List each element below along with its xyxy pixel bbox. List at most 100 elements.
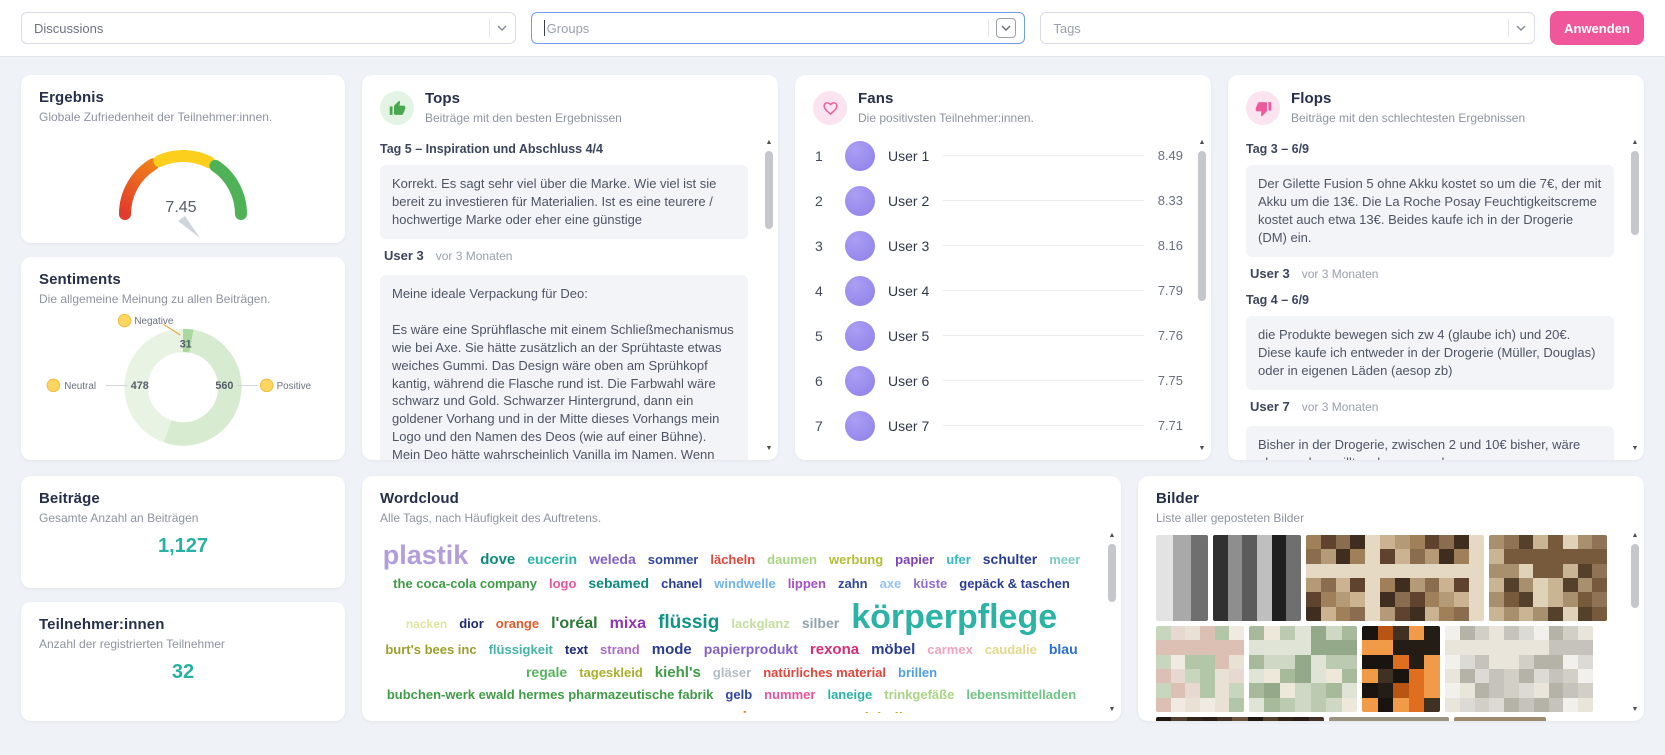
wordcloud-tag[interactable]: lebensmittelladen [966, 686, 1077, 702]
image-thumbnail[interactable] [1156, 717, 1324, 721]
wordcloud-tag[interactable]: freizeit [1033, 712, 1075, 713]
wordcloud-tag[interactable]: gelb [725, 686, 753, 702]
image-thumbnail[interactable] [1249, 626, 1357, 712]
wordcloud-tag[interactable]: augenbraue [614, 710, 693, 713]
scroll-up-icon[interactable]: ▲ [1108, 532, 1116, 539]
wordcloud-tag[interactable]: zahn [837, 576, 868, 592]
fan-row[interactable]: 6 User 6 7.75 [815, 358, 1183, 403]
image-thumbnail[interactable] [1329, 717, 1449, 721]
scroll-down-icon[interactable]: ▼ [1198, 445, 1206, 452]
image-thumbnail[interactable] [1454, 717, 1546, 721]
wordcloud-tag[interactable]: küste [913, 576, 948, 592]
wordcloud-tag[interactable]: the coca-cola company [393, 576, 537, 592]
wordcloud-tag[interactable]: labello [865, 710, 913, 713]
wordcloud-tag[interactable]: laneige [827, 686, 873, 702]
wordcloud-tag[interactable]: eucerin [527, 551, 578, 567]
scrollbar[interactable]: ▲ ▼ [1196, 137, 1208, 455]
wordcloud-tag[interactable]: gepäck & taschen [959, 576, 1070, 592]
image-thumbnail[interactable] [1489, 535, 1607, 621]
scrollbar[interactable]: ▲ ▼ [1629, 137, 1641, 455]
wordcloud-tag[interactable]: orange [495, 615, 540, 631]
apply-button[interactable]: Anwenden [1550, 11, 1645, 45]
wordcloud-tag[interactable]: tageskleid [579, 664, 643, 680]
wordcloud-tag[interactable]: werbung [829, 552, 884, 567]
scroll-down-icon[interactable]: ▼ [1631, 445, 1639, 452]
chevron-down-icon[interactable] [1516, 25, 1526, 31]
wordcloud-tag[interactable]: l'oréal [551, 614, 598, 632]
post-author[interactable]: User 7 [1250, 398, 1290, 414]
image-thumbnail[interactable] [1156, 626, 1244, 712]
wordcloud-tag[interactable]: axe [879, 576, 902, 592]
post-author[interactable]: User 3 [1250, 265, 1290, 281]
wordcloud-tag[interactable]: meer [1049, 552, 1081, 567]
wordcloud-tag[interactable]: garnier [706, 708, 764, 713]
wordcloud-tag[interactable]: papierprodukt [703, 640, 798, 657]
wordcloud-tag[interactable]: weiß [990, 710, 1021, 713]
wordcloud-tag[interactable]: gläser [712, 664, 752, 680]
tags-filter[interactable]: Tags [1040, 12, 1536, 44]
wordcloud-tag[interactable]: daumen [767, 552, 817, 567]
wordcloud-tag[interactable]: strand [600, 641, 640, 657]
wordcloud-tag[interactable]: blau [1048, 640, 1078, 657]
wordcloud-tag[interactable]: silber [801, 614, 840, 631]
wordcloud-tag[interactable]: dior [459, 615, 484, 631]
scrollbar-thumb[interactable] [1198, 151, 1206, 301]
wordcloud-tag[interactable]: mode [651, 640, 692, 658]
wordcloud-tag[interactable]: brillen [898, 664, 938, 680]
wordcloud-tag[interactable]: chanel [661, 576, 703, 592]
scroll-down-icon[interactable]: ▼ [1631, 706, 1639, 713]
wordcloud-tag[interactable]: möbel [871, 640, 916, 658]
wordcloud-tag[interactable]: flüssigkeit [488, 641, 553, 657]
image-thumbnail[interactable] [1213, 535, 1301, 621]
scroll-down-icon[interactable]: ▼ [765, 445, 773, 452]
wordcloud-tag[interactable]: mobiltelefon [775, 712, 852, 713]
fan-row[interactable]: 5 User 5 7.76 [815, 313, 1183, 358]
image-thumbnail[interactable] [1156, 535, 1208, 621]
scrollbar-thumb[interactable] [1631, 544, 1639, 608]
wordcloud-tag[interactable]: text [564, 641, 589, 657]
wordcloud-tag[interactable]: technologie [524, 710, 603, 713]
scrollbar-thumb[interactable] [1631, 151, 1639, 235]
scroll-up-icon[interactable]: ▲ [1631, 532, 1639, 539]
wordcloud-tag[interactable]: lackglanz [731, 615, 790, 631]
wordcloud-tag[interactable]: ufer [946, 552, 971, 567]
wordcloud-tag[interactable]: natürliches material [763, 664, 887, 680]
discussions-filter[interactable]: Discussions [21, 12, 516, 44]
image-grid[interactable] [1138, 525, 1644, 721]
fan-row[interactable]: 7 User 7 7.71 [815, 403, 1183, 448]
wordcloud-tag[interactable]: caudalie [984, 641, 1037, 657]
wordcloud-tag[interactable]: weleda [589, 551, 636, 567]
wordcloud-tag[interactable]: dove [480, 551, 516, 568]
wordcloud-tag[interactable]: vaseline [457, 710, 512, 713]
image-thumbnail[interactable] [1306, 535, 1484, 621]
wordcloud-tag[interactable]: nummer [764, 686, 816, 702]
wordcloud-tag[interactable]: regale [525, 663, 568, 680]
wordcloud-tag[interactable]: nacken [405, 616, 448, 631]
wordcloud-tag[interactable]: trinkgefäße [884, 686, 955, 702]
scrollbar[interactable]: ▲ ▼ [1106, 530, 1118, 716]
wordcloud-tag[interactable]: körperpflege [851, 597, 1058, 636]
scrollbar-thumb[interactable] [1108, 544, 1116, 602]
image-thumbnail[interactable] [1362, 626, 1440, 712]
scroll-down-icon[interactable]: ▼ [1108, 706, 1116, 713]
wordcloud-tag[interactable]: schulter [982, 551, 1038, 567]
tops-feed[interactable]: Tag 5 – Inspiration und Abschluss 4/4 Kor… [362, 133, 778, 460]
scroll-up-icon[interactable]: ▲ [765, 139, 773, 146]
wordcloud-tag[interactable]: lippen [787, 576, 826, 592]
image-thumbnail[interactable] [1445, 626, 1593, 712]
wordcloud-tag[interactable]: lächeln [710, 552, 756, 567]
wordcloud-tag[interactable]: mixa [609, 614, 647, 632]
wordcloud-tag[interactable]: carmex [927, 641, 973, 657]
wordcloud-tag[interactable]: burt's bees inc [385, 641, 477, 657]
fans-list[interactable]: 1 User 1 8.49 2 User 2 8.33 3 User 3 8.16 4 User 4… [795, 133, 1211, 460]
wordcloud-tag[interactable]: old spice [388, 712, 444, 713]
fan-row[interactable]: 2 User 2 8.33 [815, 178, 1183, 223]
chevron-down-icon[interactable] [996, 18, 1017, 38]
scroll-up-icon[interactable]: ▲ [1198, 139, 1206, 146]
wordcloud-tag[interactable]: pantene [924, 710, 978, 713]
wordcloud-tag[interactable]: flüssig [658, 611, 720, 633]
groups-filter[interactable]: Groups [530, 12, 1026, 44]
scrollbar-thumb[interactable] [765, 151, 773, 229]
fan-row[interactable]: 1 User 1 8.49 [815, 133, 1183, 178]
scrollbar[interactable]: ▲ ▼ [1629, 530, 1641, 716]
